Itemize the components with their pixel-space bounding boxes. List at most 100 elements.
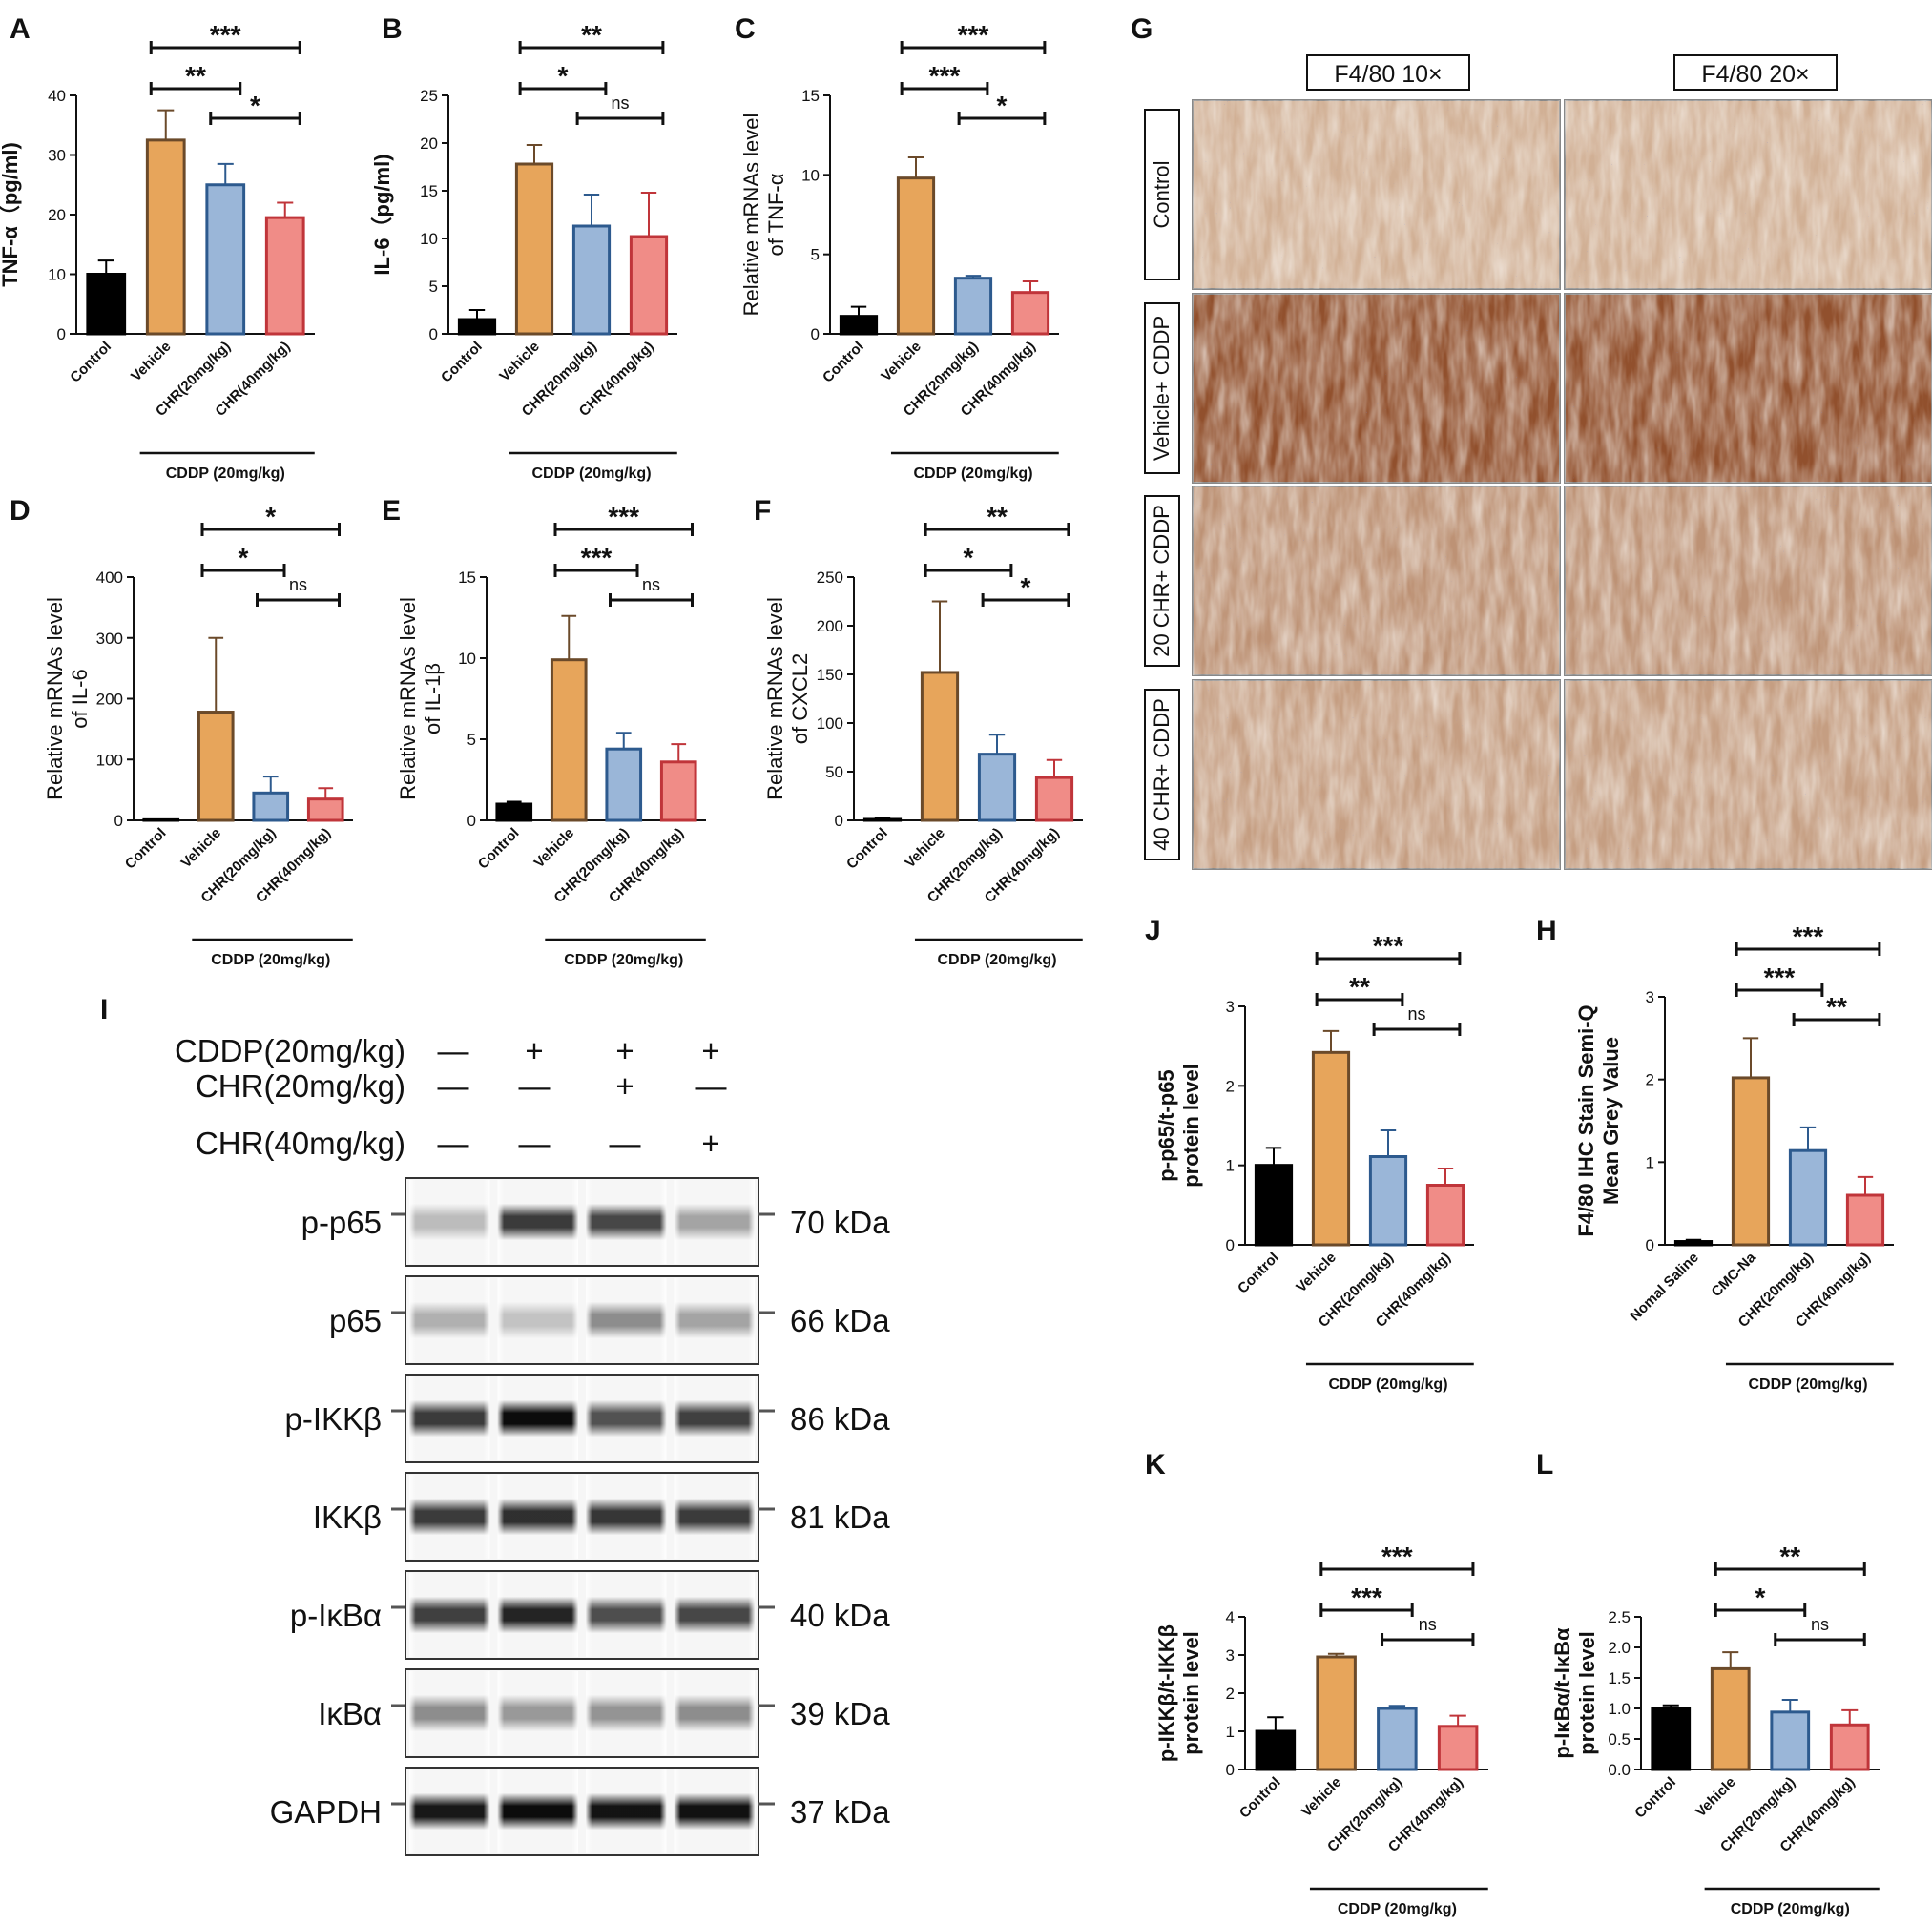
group-label: CDDP (20mg/kg) — [211, 952, 330, 968]
treatment-mark: — — [438, 1068, 469, 1104]
y-tick-label: 1.0 — [1608, 1700, 1631, 1718]
bar-chr40 — [1010, 291, 1050, 336]
y-tick-label: 0 — [114, 812, 123, 830]
x-category-label: Vehicle — [1293, 1250, 1340, 1296]
x-category-label: Vehicle — [1298, 1774, 1345, 1821]
protein-label: p-IκBα — [290, 1598, 382, 1633]
y-tick-label: 0 — [1226, 1236, 1235, 1254]
group-label: CDDP (20mg/kg) — [564, 952, 683, 968]
bar-vehicle — [514, 162, 554, 336]
panel-label: F — [754, 495, 771, 527]
bar-chr20 — [205, 183, 246, 336]
y-tick-label: 0 — [811, 325, 820, 343]
y-tick-label: 10 — [420, 230, 438, 248]
y-axis-label-line2: of TNF-α — [764, 173, 788, 256]
significance-label: ** — [987, 502, 1008, 531]
significance-label: *** — [929, 61, 961, 91]
y-axis-label-line2: protein level — [1179, 1631, 1203, 1755]
treatment-mark: — — [519, 1126, 551, 1161]
blot-row: GAPDH 37 kDa — [270, 1767, 890, 1856]
molecular-weight-label: 86 kDa — [790, 1401, 890, 1437]
bar-chr40 — [1425, 1184, 1465, 1247]
x-category-label: Vehicle — [878, 339, 924, 385]
y-tick-label: 0 — [467, 812, 476, 830]
molecular-weight-label: 40 kDa — [790, 1598, 890, 1633]
bar-chr20 — [1788, 1148, 1828, 1247]
y-tick-label: 15 — [801, 87, 820, 105]
significance-label: * — [997, 91, 1008, 120]
y-axis-label-line2: protein level — [1575, 1631, 1599, 1755]
lane-edge — [409, 1278, 490, 1362]
row-label-box — [1144, 302, 1180, 474]
y-tick-label: 3 — [1646, 988, 1654, 1006]
treatment-mark: + — [615, 1033, 634, 1068]
group-label: CDDP (20mg/kg) — [937, 952, 1056, 968]
chart-j: J 0 1 2 3 p-p65/t-p65 protein level Control Vehi… — [1145, 915, 1474, 1393]
significance-label: ** — [1779, 1541, 1800, 1571]
row-label: Control — [1150, 161, 1174, 229]
y-axis-label: p-IκBα/t-IκBα — [1550, 1627, 1574, 1759]
y-tick-label: 2 — [1226, 1077, 1235, 1095]
blot-row: p65 66 kDa — [329, 1275, 890, 1365]
column-header-box — [1306, 54, 1470, 91]
y-tick-label: 250 — [817, 569, 843, 587]
lane-edge — [497, 1180, 578, 1264]
treatment-label: CDDP(20mg/kg) — [175, 1033, 405, 1068]
chart-f: F 0 50 100 150 200 250 Relative mRNAs level of C… — [754, 495, 1083, 968]
significance-label: ** — [1826, 992, 1847, 1022]
significance-label: ns — [1811, 1615, 1829, 1634]
y-axis-label-line2: of CXCL2 — [788, 653, 812, 744]
lane-edge — [497, 1475, 578, 1559]
protein-label: IκBα — [318, 1696, 382, 1731]
bar-control — [862, 817, 903, 822]
y-tick-label: 0 — [1226, 1761, 1235, 1779]
blot-row: p-p65 70 kDa — [301, 1177, 890, 1267]
x-category-label: Vehicle — [128, 339, 175, 385]
row-label-box — [1144, 109, 1180, 280]
significance-label: * — [250, 91, 260, 120]
x-category-label: Control — [1236, 1774, 1284, 1822]
x-category-label: Vehicle — [1693, 1774, 1739, 1821]
bar-vehicle — [145, 138, 186, 336]
y-tick-label: 20 — [48, 206, 66, 224]
significance-label: ** — [1349, 972, 1370, 1002]
significance-label: *** — [1793, 921, 1824, 951]
lane-edge — [586, 1376, 667, 1460]
molecular-weight-label: 39 kDa — [790, 1696, 890, 1731]
x-category-label: Control — [475, 825, 523, 873]
group-label: CDDP (20mg/kg) — [1338, 1901, 1457, 1917]
group-label: CDDP (20mg/kg) — [1328, 1376, 1447, 1393]
y-axis-label: Relative mRNAs level — [739, 114, 763, 317]
bar-control — [1255, 1729, 1297, 1771]
bar-chr20 — [571, 224, 612, 336]
lane-edge — [497, 1671, 578, 1755]
bar-control — [839, 315, 879, 336]
bar-control — [495, 802, 533, 822]
treatment-mark: + — [701, 1033, 719, 1068]
significance-label: *** — [210, 20, 241, 50]
y-axis-label-line2: of IL-1β — [421, 663, 445, 734]
y-tick-label: 0 — [429, 325, 438, 343]
row-label: 40 CHR+ CDDP — [1150, 698, 1174, 851]
y-tick-label: 1 — [1226, 1723, 1235, 1741]
bar-vehicle — [1710, 1666, 1751, 1771]
protein-label: p-p65 — [301, 1205, 382, 1240]
panel-label: A — [10, 13, 31, 45]
ihc-nuclei — [1193, 680, 1560, 869]
bar-chr20 — [252, 791, 290, 822]
bar-chr40 — [1829, 1723, 1870, 1771]
bar-chr40 — [1437, 1725, 1479, 1771]
treatment-mark: — — [696, 1068, 727, 1104]
y-tick-label: 200 — [817, 617, 843, 635]
bar-vehicle — [1731, 1076, 1771, 1247]
lane-edge — [674, 1475, 755, 1559]
bar-chr40 — [629, 235, 669, 336]
bar-control — [1651, 1707, 1692, 1771]
y-tick-label: 10 — [801, 166, 820, 184]
bar-control — [1254, 1164, 1294, 1247]
y-tick-label: 2 — [1646, 1071, 1654, 1089]
y-tick-label: 30 — [48, 147, 66, 165]
x-category-label: Nomal Saline — [1627, 1250, 1702, 1325]
